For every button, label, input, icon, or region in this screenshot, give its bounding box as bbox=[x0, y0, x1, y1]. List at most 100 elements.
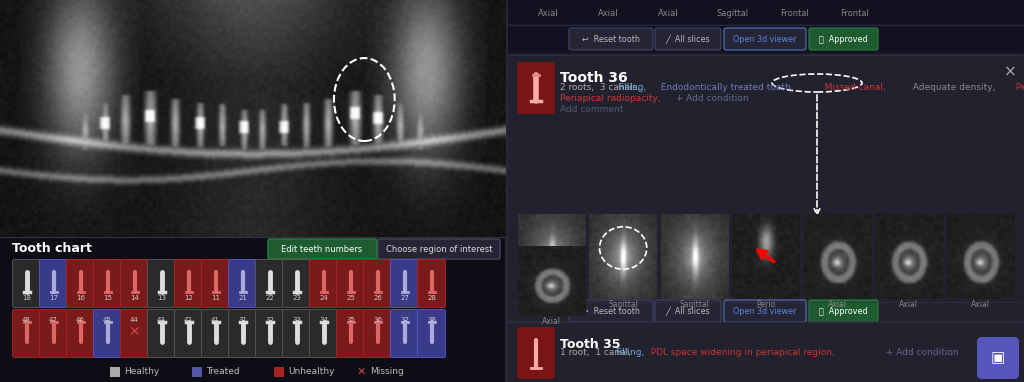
Text: ╱  All slices: ╱ All slices bbox=[666, 34, 711, 44]
Text: 31: 31 bbox=[238, 317, 247, 323]
Text: Periapical radiopacity,: Periapical radiopacity, bbox=[560, 94, 660, 103]
Text: Open 3d viewer: Open 3d viewer bbox=[733, 34, 797, 44]
FancyBboxPatch shape bbox=[569, 300, 653, 322]
FancyBboxPatch shape bbox=[390, 309, 419, 358]
Text: 15: 15 bbox=[103, 295, 112, 301]
Text: 17: 17 bbox=[49, 295, 58, 301]
Text: 26: 26 bbox=[373, 295, 382, 301]
FancyBboxPatch shape bbox=[0, 237, 506, 382]
FancyBboxPatch shape bbox=[110, 367, 120, 377]
Text: Treated: Treated bbox=[206, 367, 240, 377]
Text: Sagittal: Sagittal bbox=[608, 300, 638, 309]
FancyBboxPatch shape bbox=[655, 300, 721, 322]
Text: Axial: Axial bbox=[828, 300, 847, 309]
Text: 37: 37 bbox=[400, 317, 409, 323]
FancyBboxPatch shape bbox=[418, 309, 445, 358]
FancyBboxPatch shape bbox=[228, 259, 256, 308]
Text: 11: 11 bbox=[211, 295, 220, 301]
FancyBboxPatch shape bbox=[508, 25, 1024, 52]
Text: 14: 14 bbox=[130, 295, 139, 301]
Text: Axial: Axial bbox=[657, 8, 678, 18]
Text: Axial: Axial bbox=[971, 300, 990, 309]
Text: 23: 23 bbox=[292, 295, 301, 301]
Text: Adequate density,: Adequate density, bbox=[907, 83, 995, 92]
FancyBboxPatch shape bbox=[283, 309, 310, 358]
FancyBboxPatch shape bbox=[174, 259, 203, 308]
Text: Unhealthy: Unhealthy bbox=[288, 367, 335, 377]
FancyBboxPatch shape bbox=[507, 55, 1024, 328]
FancyBboxPatch shape bbox=[256, 309, 284, 358]
FancyBboxPatch shape bbox=[0, 0, 506, 237]
FancyBboxPatch shape bbox=[655, 28, 721, 50]
FancyBboxPatch shape bbox=[724, 28, 806, 50]
FancyBboxPatch shape bbox=[569, 28, 653, 50]
FancyBboxPatch shape bbox=[283, 259, 310, 308]
Text: 45: 45 bbox=[103, 317, 112, 323]
FancyBboxPatch shape bbox=[147, 259, 175, 308]
Text: ↩  Reset tooth: ↩ Reset tooth bbox=[582, 306, 640, 316]
Text: ↩  Reset tooth: ↩ Reset tooth bbox=[582, 34, 640, 44]
Text: 47: 47 bbox=[49, 317, 58, 323]
Text: Tooth 35: Tooth 35 bbox=[560, 338, 621, 351]
Text: + Add condition: + Add condition bbox=[880, 348, 958, 357]
Text: 13: 13 bbox=[157, 295, 166, 301]
Text: Axial: Axial bbox=[899, 300, 919, 309]
Text: 24: 24 bbox=[319, 295, 328, 301]
FancyBboxPatch shape bbox=[364, 309, 391, 358]
Text: 32: 32 bbox=[265, 317, 274, 323]
FancyBboxPatch shape bbox=[40, 259, 68, 308]
FancyBboxPatch shape bbox=[121, 309, 148, 358]
Text: Sagittal: Sagittal bbox=[717, 8, 750, 18]
Text: 28: 28 bbox=[427, 295, 436, 301]
FancyBboxPatch shape bbox=[364, 259, 391, 308]
Text: PDL space widening in periapical region,: PDL space widening in periapical region, bbox=[645, 348, 835, 357]
Text: 35: 35 bbox=[346, 317, 355, 323]
Text: ✕: ✕ bbox=[356, 367, 366, 377]
FancyBboxPatch shape bbox=[378, 239, 500, 259]
FancyBboxPatch shape bbox=[121, 259, 148, 308]
Text: 36: 36 bbox=[373, 317, 382, 323]
Text: 44: 44 bbox=[130, 317, 139, 323]
Text: ▣: ▣ bbox=[991, 351, 1006, 366]
Text: 43: 43 bbox=[157, 317, 166, 323]
Text: 27: 27 bbox=[400, 295, 409, 301]
FancyBboxPatch shape bbox=[40, 309, 68, 358]
Text: 👍  Approved: 👍 Approved bbox=[818, 306, 867, 316]
Text: 42: 42 bbox=[184, 317, 193, 323]
FancyBboxPatch shape bbox=[418, 259, 445, 308]
Text: 46: 46 bbox=[76, 317, 85, 323]
Text: ╱  All slices: ╱ All slices bbox=[666, 306, 711, 316]
Text: Missing: Missing bbox=[370, 367, 403, 377]
Text: Frontal: Frontal bbox=[780, 8, 809, 18]
FancyBboxPatch shape bbox=[12, 309, 41, 358]
FancyBboxPatch shape bbox=[809, 28, 878, 50]
Text: Healthy: Healthy bbox=[124, 367, 160, 377]
Text: Tooth chart: Tooth chart bbox=[12, 243, 92, 256]
Text: ✕: ✕ bbox=[129, 325, 140, 339]
Text: 33: 33 bbox=[292, 317, 301, 323]
Text: 12: 12 bbox=[184, 295, 193, 301]
Text: 38: 38 bbox=[427, 317, 436, 323]
FancyBboxPatch shape bbox=[174, 309, 203, 358]
FancyBboxPatch shape bbox=[337, 309, 365, 358]
FancyBboxPatch shape bbox=[309, 309, 338, 358]
FancyBboxPatch shape bbox=[390, 259, 419, 308]
Text: 👍  Approved: 👍 Approved bbox=[818, 34, 867, 44]
Text: 41: 41 bbox=[211, 317, 220, 323]
Text: + Add condition: + Add condition bbox=[670, 94, 749, 103]
Text: 21: 21 bbox=[238, 295, 247, 301]
Text: ∧: ∧ bbox=[2, 92, 9, 102]
FancyBboxPatch shape bbox=[507, 322, 1024, 382]
Text: 2 roots,  3 canals,: 2 roots, 3 canals, bbox=[560, 83, 643, 92]
Text: Axial: Axial bbox=[543, 317, 561, 326]
FancyBboxPatch shape bbox=[228, 309, 256, 358]
FancyBboxPatch shape bbox=[202, 259, 229, 308]
FancyBboxPatch shape bbox=[508, 0, 1024, 382]
Text: Tooth 36: Tooth 36 bbox=[560, 71, 628, 85]
Text: Axial: Axial bbox=[538, 8, 558, 18]
FancyBboxPatch shape bbox=[309, 259, 338, 308]
FancyBboxPatch shape bbox=[147, 309, 175, 358]
Text: Choose region of interest: Choose region of interest bbox=[386, 244, 493, 254]
Text: Frontal: Frontal bbox=[841, 8, 869, 18]
FancyBboxPatch shape bbox=[977, 337, 1019, 379]
